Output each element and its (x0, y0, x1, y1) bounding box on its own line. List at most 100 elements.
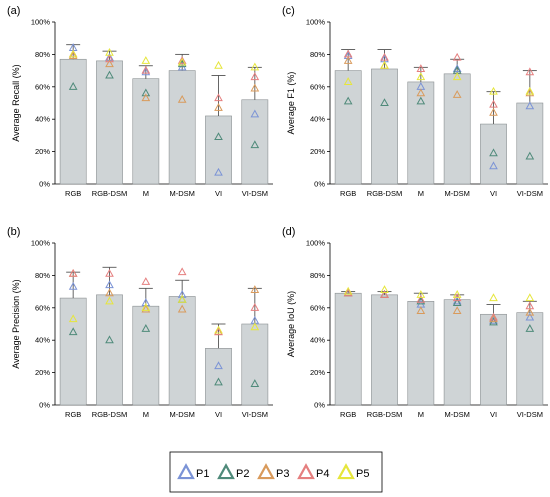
marker-p1 (105, 280, 114, 289)
y-tick-label: 80% (35, 271, 50, 280)
marker-p4 (380, 52, 389, 61)
panel-letter: (a) (7, 5, 20, 17)
marker-p5 (141, 302, 151, 311)
marker-p5 (343, 286, 353, 295)
marker-p1 (525, 101, 535, 110)
marker-p5 (214, 60, 223, 69)
bar (59, 58, 87, 185)
bar (516, 102, 544, 185)
y-tick-label: 20% (35, 147, 50, 156)
bar (132, 305, 160, 406)
y-axis-label: Average F1 (%) (286, 72, 296, 135)
marker-p2 (105, 70, 114, 79)
x-tick-label: RGB-DSM (92, 410, 127, 419)
x-tick-label: M (418, 410, 424, 419)
legend-label: P5 (356, 468, 369, 480)
y-tick-label: 20% (310, 368, 325, 377)
marker-p4 (214, 93, 223, 102)
marker-p5 (343, 77, 353, 85)
marker-p4 (343, 288, 353, 297)
legend-label: P4 (316, 468, 329, 480)
marker-p4 (380, 290, 389, 298)
bar (407, 301, 435, 406)
y-axis-label: Average IoU (%) (286, 291, 296, 357)
marker-p2 (214, 377, 223, 386)
marker-p3 (177, 304, 187, 313)
marker-p2 (250, 140, 260, 149)
marker-p5 (416, 290, 426, 298)
x-tick-label: VI-DSM (517, 410, 543, 419)
bar (96, 60, 123, 185)
y-tick-label: 60% (310, 303, 325, 312)
marker-p2 (416, 96, 426, 105)
x-tick-label: M-DSM (169, 189, 194, 198)
marker-p2 (214, 132, 223, 141)
x-tick-label: RGB (340, 189, 356, 198)
y-tick-label: 0% (314, 180, 325, 189)
x-tick-label: VI-DSM (242, 410, 268, 419)
marker-p3 (489, 107, 498, 116)
y-tick-label: 80% (310, 271, 325, 280)
marker-p4 (141, 65, 151, 74)
marker-p5 (68, 314, 78, 323)
marker-p3 (416, 88, 426, 97)
marker-p4 (250, 72, 260, 81)
y-tick-label: 80% (35, 50, 50, 59)
marker-p5 (380, 60, 389, 69)
marker-p5 (380, 285, 389, 293)
bar (96, 294, 123, 406)
marker-p1 (250, 109, 260, 118)
x-tick-label: RGB (340, 410, 356, 419)
marker-p4 (452, 52, 462, 61)
bar (168, 70, 196, 185)
y-tick-label: 100% (306, 18, 326, 27)
marker-p5 (177, 294, 187, 303)
marker-p3 (250, 83, 260, 92)
legend-label: P1 (196, 468, 209, 480)
marker-p4 (525, 301, 535, 310)
y-tick-label: 60% (35, 82, 50, 91)
panel-letter: (b) (7, 226, 20, 238)
x-tick-label: RGB-DSM (367, 410, 402, 419)
marker-p4 (105, 268, 114, 277)
marker-p5 (141, 56, 151, 64)
marker-p2 (105, 335, 114, 344)
bar (407, 81, 435, 185)
marker-p5 (68, 49, 78, 58)
y-axis-label: Average Precision (%) (11, 279, 21, 368)
x-tick-label: VI (490, 410, 497, 419)
marker-p2 (68, 81, 78, 90)
bar (480, 123, 507, 185)
marker-p4 (105, 54, 114, 63)
marker-p5 (452, 290, 462, 298)
panel-letter: (c) (282, 5, 295, 17)
y-tick-label: 40% (310, 336, 325, 345)
x-tick-label: M-DSM (169, 410, 194, 419)
marker-p4 (525, 67, 535, 76)
y-tick-label: 60% (310, 82, 325, 91)
marker-p2 (68, 327, 78, 336)
marker-p5 (525, 86, 535, 95)
x-tick-label: RGB-DSM (367, 189, 402, 198)
panel-letter: (d) (282, 226, 295, 238)
marker-p1 (141, 67, 151, 76)
marker-p4 (416, 294, 426, 303)
y-tick-label: 40% (310, 115, 325, 124)
marker-p5 (105, 296, 114, 305)
x-tick-label: RGB (65, 410, 81, 419)
y-tick-label: 0% (39, 180, 50, 189)
chart-panel: (a) 0% 20% 40% 60% 80% 100% Average Recall (%) R… (7, 5, 273, 198)
marker-p4 (141, 277, 151, 285)
legend-label: P3 (276, 468, 289, 480)
legend-marker-p1 (177, 463, 195, 480)
marker-p3 (68, 51, 78, 60)
legend-marker-p2 (217, 463, 235, 480)
marker-p4 (177, 56, 187, 64)
legend-marker-p4 (297, 463, 315, 480)
bar (205, 347, 232, 406)
x-tick-label: VI (215, 410, 222, 419)
marker-p4 (214, 327, 223, 336)
marker-p5 (416, 72, 426, 81)
marker-p3 (105, 288, 114, 297)
